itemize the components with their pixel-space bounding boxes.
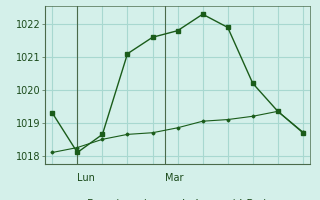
Text: Mar: Mar (165, 173, 184, 183)
Text: Pression niveau de la mer( hPa ): Pression niveau de la mer( hPa ) (87, 199, 268, 200)
Text: Lun: Lun (77, 173, 95, 183)
